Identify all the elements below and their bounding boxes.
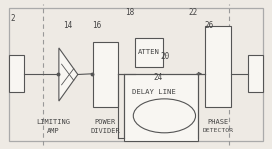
Polygon shape xyxy=(59,48,78,101)
Bar xyxy=(205,26,231,107)
Text: 18: 18 xyxy=(125,8,134,17)
Circle shape xyxy=(133,99,196,133)
Text: DIVIDER: DIVIDER xyxy=(91,128,120,134)
Bar xyxy=(135,38,163,67)
Text: POWER: POWER xyxy=(95,119,116,125)
Text: DELAY LINE: DELAY LINE xyxy=(132,89,175,95)
Text: 24: 24 xyxy=(154,73,163,82)
Text: 26: 26 xyxy=(205,21,214,30)
Text: DETECTOR: DETECTOR xyxy=(202,128,233,133)
Text: 16: 16 xyxy=(92,21,101,30)
Bar xyxy=(9,55,24,92)
Text: 2: 2 xyxy=(10,14,15,23)
Text: ATTEN: ATTEN xyxy=(138,49,160,55)
Bar xyxy=(93,42,118,107)
Text: 14: 14 xyxy=(63,21,72,30)
Text: 20: 20 xyxy=(160,52,170,61)
Text: PHASE: PHASE xyxy=(207,119,228,125)
Bar xyxy=(248,55,263,92)
Text: LIMITING: LIMITING xyxy=(36,119,70,125)
Bar xyxy=(124,74,198,141)
Text: AMP: AMP xyxy=(47,128,60,134)
Text: 22: 22 xyxy=(189,8,198,17)
